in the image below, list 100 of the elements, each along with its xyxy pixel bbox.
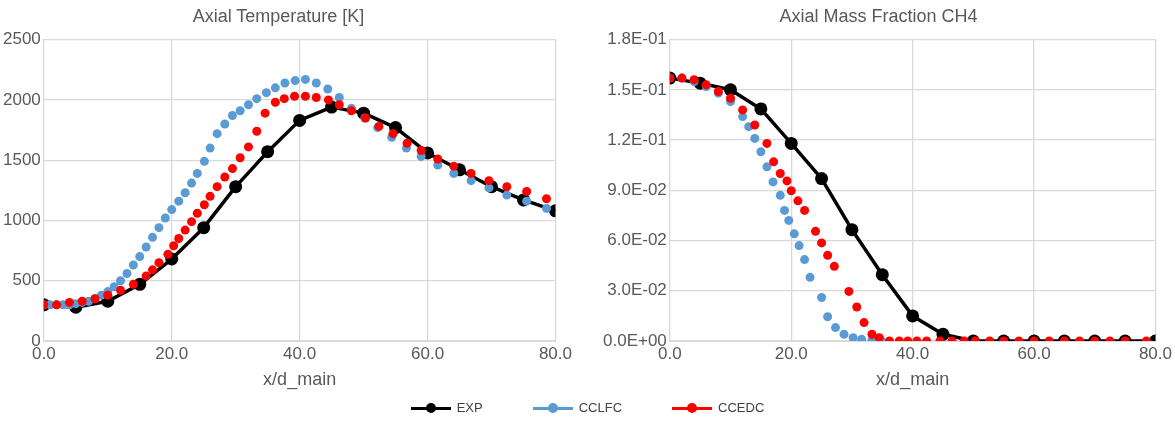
point [782, 176, 792, 186]
x-tick-label: 40.0 [283, 343, 317, 363]
point [235, 106, 245, 116]
point [839, 329, 849, 339]
point [323, 95, 333, 105]
point [199, 200, 209, 210]
point [261, 145, 275, 159]
legend-label: EXP [456, 400, 483, 415]
legend-label: CCEDC [718, 400, 765, 415]
point [750, 120, 760, 130]
y-tick-label: 2500 [2, 29, 41, 49]
point [466, 168, 476, 178]
y-tick-label: 500 [12, 270, 41, 290]
y-tick-label: 6.0E-02 [607, 230, 667, 250]
point [163, 249, 173, 259]
point [220, 172, 230, 182]
point [180, 225, 190, 235]
point [775, 169, 785, 179]
point [260, 108, 270, 118]
x-tick-label: 40.0 [896, 343, 930, 363]
point [270, 97, 280, 107]
point [279, 94, 289, 104]
point [726, 93, 736, 103]
point [502, 182, 512, 192]
point [857, 334, 867, 341]
point [187, 217, 197, 227]
point [141, 242, 151, 252]
x-tick-label: 80.0 [1138, 343, 1172, 363]
point [180, 188, 190, 198]
point [780, 205, 790, 215]
point [449, 168, 459, 178]
point [484, 176, 494, 186]
point [402, 138, 412, 148]
point [243, 100, 253, 110]
point [212, 129, 222, 139]
point [817, 238, 827, 248]
point [906, 309, 920, 323]
point [141, 271, 151, 281]
point [522, 196, 532, 206]
chart-title: Axial Temperature [K] [192, 5, 365, 26]
point [235, 153, 245, 163]
point [334, 92, 344, 102]
point [762, 138, 772, 148]
point [311, 92, 321, 102]
point [334, 100, 344, 110]
point [756, 147, 766, 157]
point [169, 241, 179, 251]
point [805, 272, 815, 282]
point [148, 232, 158, 242]
point [433, 154, 443, 164]
point [243, 142, 253, 152]
x-axis-title: x/d_main [263, 369, 337, 391]
y-tick-label: 1.2E-01 [607, 129, 667, 149]
point [848, 333, 858, 341]
point [852, 302, 862, 312]
point [829, 261, 839, 271]
point [844, 286, 854, 296]
point [738, 105, 748, 115]
point [261, 88, 271, 98]
point [205, 143, 215, 153]
point [769, 157, 779, 167]
point [154, 223, 164, 233]
point [416, 146, 426, 156]
point [786, 186, 796, 196]
y-tick-label: 1.5E-01 [607, 79, 667, 99]
point [167, 205, 177, 215]
point [174, 234, 184, 244]
point [815, 172, 829, 186]
chart-title: Axial Mass Fraction CH4 [779, 5, 978, 26]
point [867, 329, 877, 339]
y-tick-label: 2000 [2, 89, 41, 109]
y-tick-label: 3.0E-02 [607, 280, 667, 300]
point [724, 83, 738, 97]
point [784, 215, 794, 225]
point [154, 258, 164, 268]
point [762, 162, 772, 172]
point [290, 91, 300, 101]
point [800, 205, 810, 215]
y-tick-label: 1.8E-01 [607, 29, 667, 49]
point [293, 113, 307, 127]
point [252, 126, 262, 136]
point [522, 187, 532, 197]
point [212, 182, 222, 192]
point [122, 268, 132, 278]
point [116, 276, 126, 286]
point [220, 119, 230, 129]
point [128, 260, 138, 270]
point [789, 229, 799, 239]
point [875, 268, 889, 282]
point [542, 203, 551, 213]
point [311, 78, 321, 88]
y-tick-label: 9.0E-02 [607, 179, 667, 199]
point [116, 285, 126, 295]
point [794, 241, 804, 251]
x-tick-label: 20.0 [774, 343, 808, 363]
point [174, 196, 184, 206]
point [227, 111, 237, 121]
point [823, 250, 833, 260]
point [192, 208, 202, 218]
point [197, 221, 211, 235]
